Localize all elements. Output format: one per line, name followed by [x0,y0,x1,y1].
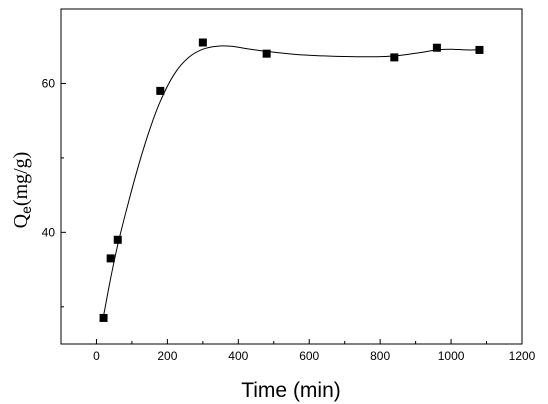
x-tick-label-0: 0 [93,349,100,363]
x-tick-label-1200: 1200 [509,349,536,363]
data-point-0 [99,313,108,322]
x-tick-label-200: 200 [157,349,177,363]
data-point-2 [113,235,122,244]
x-axis-title: Time (min) [241,379,341,402]
data-point-7 [432,43,441,52]
data-point-5 [262,49,271,58]
y-axis-title-main: Q [10,213,32,228]
data-point-3 [156,86,165,95]
data-points [99,38,484,322]
fit-curve [103,45,480,316]
x-tick-label-800: 800 [370,349,390,363]
data-point-4 [198,38,207,47]
y-axis-title-sub: e [18,206,34,214]
axis-ticks [60,82,523,344]
data-point-6 [390,53,399,62]
y-axis-title: Qe(mg/g) [10,152,34,229]
y-axis-title-unit: (mg/g) [10,152,32,206]
axis-tick-labels: 0 200 400 600 800 1000 1200 40 60 [42,76,536,363]
plot-frame [60,8,523,345]
y-tick-label-60: 60 [42,76,56,90]
y-tick-label-40: 40 [42,225,56,239]
data-point-8 [475,45,484,54]
x-tick-label-1000: 1000 [438,349,465,363]
x-tick-label-600: 600 [299,349,319,363]
x-tick-label-400: 400 [228,349,248,363]
data-point-1 [106,254,115,263]
